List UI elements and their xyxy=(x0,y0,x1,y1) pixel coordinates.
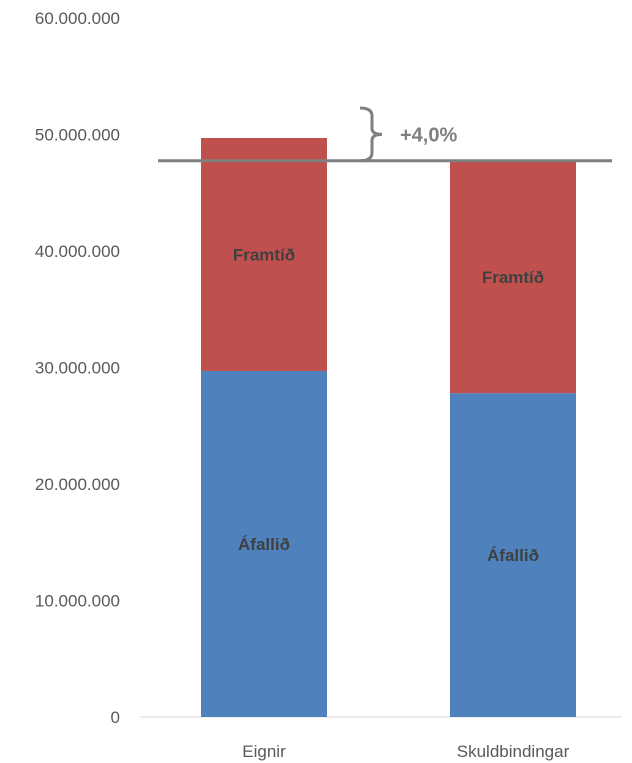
segment-label: Framtíð xyxy=(482,268,544,287)
y-tick-label: 0 xyxy=(111,708,120,727)
segment-label: Framtíð xyxy=(233,245,295,264)
annotation-label: +4,0% xyxy=(400,124,457,146)
category-label: Skuldbindingar xyxy=(457,742,570,761)
y-tick-label: 30.000.000 xyxy=(35,359,120,378)
y-tick-label: 50.000.000 xyxy=(35,126,120,145)
y-tick-label: 10.000.000 xyxy=(35,592,120,611)
bar-segment-afallid xyxy=(450,393,576,717)
annotation-bracket xyxy=(359,106,383,163)
bar-segment-framtid xyxy=(201,137,327,371)
y-tick-label: 60.000.000 xyxy=(35,9,120,28)
y-tick-label: 40.000.000 xyxy=(35,242,120,261)
y-tick-label: 20.000.000 xyxy=(35,475,120,494)
bar-segment-framtid xyxy=(450,160,576,394)
category-label: Eignir xyxy=(242,742,286,761)
bar-segment-afallid xyxy=(201,370,327,717)
segment-label: Áfallið xyxy=(238,535,290,554)
segment-label: Áfallið xyxy=(487,546,539,565)
